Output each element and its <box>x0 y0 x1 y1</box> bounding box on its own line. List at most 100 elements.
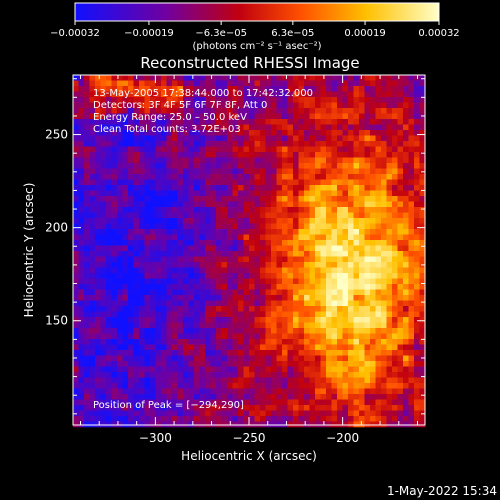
heatmap-cell <box>331 124 338 131</box>
heatmap-cell <box>337 262 343 268</box>
heatmap-cell <box>342 207 349 213</box>
heatmap-cell <box>139 366 145 373</box>
heatmap-cell <box>205 113 211 120</box>
heatmap-cell <box>128 256 134 263</box>
heatmap-cell <box>166 399 173 406</box>
heatmap-cell <box>133 344 140 351</box>
heatmap-cell <box>419 97 426 103</box>
heatmap-cell <box>216 399 222 406</box>
heatmap-cell <box>188 251 195 257</box>
heatmap-cell <box>348 355 354 362</box>
heatmap-cell <box>122 372 129 378</box>
heatmap-cell <box>337 86 343 92</box>
heatmap-cell <box>392 201 398 208</box>
heatmap-cell <box>227 179 233 186</box>
heatmap-cell <box>106 284 112 290</box>
heatmap-cell <box>265 245 272 252</box>
heatmap-cell <box>386 240 393 246</box>
heatmap-cell <box>276 405 283 411</box>
heatmap-cell <box>205 245 211 252</box>
heatmap-cell <box>282 339 288 345</box>
heatmap-cell <box>161 262 167 268</box>
heatmap-cell <box>282 383 288 389</box>
heatmap-cell <box>381 278 387 285</box>
heatmap-cell <box>210 201 217 208</box>
heatmap-cell <box>315 350 321 356</box>
heatmap-cell <box>249 196 255 202</box>
heatmap-cell <box>359 124 365 131</box>
heatmap-cell <box>78 421 85 428</box>
heatmap-cell <box>188 284 195 290</box>
heatmap-cell <box>271 333 277 340</box>
heatmap-cell <box>84 416 90 422</box>
heatmap-cell <box>392 394 398 400</box>
heatmap-cell <box>161 80 167 87</box>
heatmap-cell <box>271 405 277 411</box>
heatmap-cell <box>199 273 206 279</box>
heatmap-cell <box>177 416 184 422</box>
heatmap-cell <box>359 322 365 329</box>
heatmap-cell <box>260 135 266 142</box>
heatmap-cell <box>210 91 217 98</box>
heatmap-cell <box>282 229 288 235</box>
heatmap-cell <box>397 355 404 362</box>
heatmap-cell <box>403 383 409 389</box>
heatmap-cell <box>172 86 178 92</box>
heatmap-cell <box>287 267 294 274</box>
heatmap-cell <box>183 251 189 257</box>
heatmap-cell <box>144 377 151 384</box>
heatmap-cell <box>243 75 250 81</box>
heatmap-cell <box>348 317 354 323</box>
heatmap-cell <box>304 163 310 169</box>
heatmap-cell <box>326 130 332 136</box>
heatmap-cell <box>183 207 189 213</box>
heatmap-cell <box>150 102 156 109</box>
heatmap-cell <box>337 383 343 389</box>
heatmap-cell <box>265 295 272 301</box>
heatmap-cell <box>309 234 316 241</box>
heatmap-cell <box>172 157 178 164</box>
heatmap-cell <box>364 251 371 257</box>
heatmap-cell <box>408 256 415 263</box>
heatmap-cell <box>194 350 200 356</box>
heatmap-cell <box>397 366 404 373</box>
heatmap-cell <box>403 75 409 81</box>
heatmap-cell <box>359 168 365 175</box>
heatmap-cell <box>238 245 244 252</box>
heatmap-cell <box>73 124 79 131</box>
heatmap-cell <box>353 212 360 219</box>
heatmap-cell <box>122 416 129 422</box>
heatmap-cell <box>210 86 217 92</box>
heatmap-cell <box>397 322 404 329</box>
heatmap-cell <box>342 108 349 114</box>
heatmap-cell <box>111 256 118 263</box>
heatmap-cell <box>287 245 294 252</box>
heatmap-cell <box>89 91 96 98</box>
heatmap-cell <box>419 333 426 340</box>
heatmap-cell <box>287 174 294 180</box>
heatmap-cell <box>249 306 255 312</box>
heatmap-cell <box>359 399 365 406</box>
heatmap-cell <box>166 311 173 318</box>
heatmap-cell <box>128 207 134 213</box>
heatmap-cell <box>260 361 266 367</box>
heatmap-cell <box>254 75 261 81</box>
heatmap-cell <box>243 97 250 103</box>
heatmap-cell <box>276 135 283 142</box>
heatmap-cell <box>359 295 365 301</box>
heatmap-cell <box>166 295 173 301</box>
heatmap-cell <box>381 196 387 202</box>
heatmap-cell <box>260 124 266 131</box>
heatmap-cell <box>106 201 112 208</box>
heatmap-cell <box>122 300 129 307</box>
heatmap-cell <box>260 355 266 362</box>
heatmap-cell <box>375 234 382 241</box>
heatmap-cell <box>128 130 134 136</box>
heatmap-cell <box>348 91 354 98</box>
heatmap-cell <box>111 317 118 323</box>
heatmap-cell <box>397 416 404 422</box>
heatmap-cell <box>342 102 349 109</box>
heatmap-cell <box>188 146 195 153</box>
heatmap-cell <box>232 196 239 202</box>
heatmap-cell <box>238 229 244 235</box>
